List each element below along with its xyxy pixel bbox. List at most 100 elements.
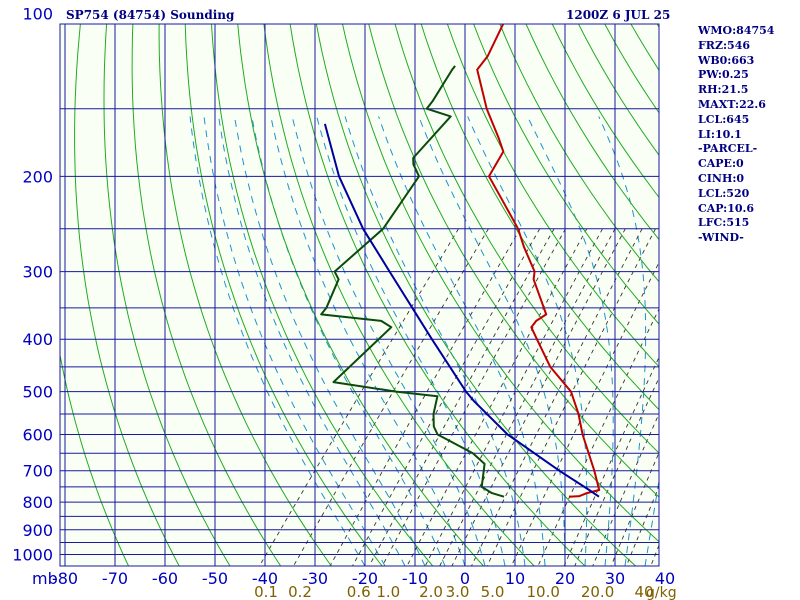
dry-adiabat <box>74 24 180 566</box>
dry-adiabat <box>263 24 535 566</box>
plot-border <box>59 23 660 567</box>
mixing-ratio-label: 5.0 <box>481 583 505 600</box>
dry-adiabat <box>499 24 659 283</box>
temperature-tick-label: 20 <box>555 569 575 588</box>
pressure-tick-label: 500 <box>22 383 53 402</box>
temperature-tick-label: -30 <box>302 569 328 588</box>
mixing-ratio-label: 0.1 <box>254 583 278 600</box>
index-item: -WIND- <box>698 231 744 245</box>
index-item: MAXT:22.6 <box>698 97 766 111</box>
dry-adiabat <box>446 24 659 368</box>
pressure-tick-label: 400 <box>22 330 53 349</box>
dry-adiabat <box>342 24 659 543</box>
pressure-tick-label: 100 <box>22 4 53 23</box>
dry-adiabat <box>793 0 800 577</box>
index-item: LCL:645 <box>698 112 750 126</box>
mixing-ratio-line <box>406 228 588 566</box>
dry-adiabat <box>184 24 383 566</box>
pressure-unit-label: mb <box>32 569 58 588</box>
moist-adiabat <box>527 116 614 566</box>
mixing-ratio-lines <box>259 228 659 566</box>
dry-adiabat <box>420 24 659 411</box>
mixing-ratio-line <box>574 376 659 566</box>
index-item: FRZ:546 <box>698 38 751 52</box>
dry-adiabat <box>60 352 130 566</box>
mixing-ratio-label: 40 <box>634 583 653 600</box>
mixing-ratio-line <box>471 228 643 566</box>
moist-adiabat <box>344 116 526 566</box>
mixing-ratio-label: 0.6 <box>347 583 371 600</box>
temperature-tick-label: -40 <box>252 569 278 588</box>
mixing-ratio-unit: g/kg <box>646 585 677 600</box>
index-item: WMO:84754 <box>698 24 775 37</box>
mixing-ratio-line <box>650 544 659 566</box>
isobar-lines <box>60 108 659 566</box>
index-item: PW:0.25 <box>698 68 749 82</box>
dry-adiabat <box>315 24 637 566</box>
temperature-tick-label: -10 <box>402 569 428 588</box>
pressure-tick-label: 200 <box>22 167 53 186</box>
dry-adiabat <box>394 24 659 454</box>
dry-adiabats <box>60 0 800 577</box>
mixing-ratio-line <box>625 485 659 566</box>
dry-adiabat <box>131 24 282 566</box>
mixing-ratio-line <box>329 228 521 566</box>
pressure-tick-label: 900 <box>22 521 53 540</box>
isotherm-lines <box>64 24 616 566</box>
mixing-ratio-label: 0.2 <box>288 583 312 600</box>
dry-adiabat <box>237 24 485 566</box>
mixing-ratio-label: 1.0 <box>376 583 400 600</box>
temperature-profile <box>476 24 601 498</box>
dry-adiabat <box>289 24 586 566</box>
mixing-ratio-line <box>610 451 659 566</box>
dry-adiabat <box>604 24 659 114</box>
mixing-ratio-line <box>486 228 656 566</box>
indices-panel: WMO:84754 FRZ:546 WB0:663 PW:0.25 RH:21.5 MAX… <box>698 24 774 246</box>
index-item: LCL:520 <box>698 186 750 200</box>
parcel-profile <box>323 123 600 498</box>
mixing-ratio-line <box>563 356 659 566</box>
mixing-ratio-label: 3.0 <box>446 583 470 600</box>
mixing-ratio-label: 20.0 <box>581 583 614 600</box>
moist-adiabat <box>418 116 566 566</box>
temperature-tick-label: -20 <box>352 569 378 588</box>
temperature-tick-label: -50 <box>202 569 228 588</box>
mixing-ratio-line <box>381 228 566 566</box>
moist-adiabat <box>598 116 647 566</box>
temperature-tick-label: 10 <box>505 569 525 588</box>
pressure-tick-labels: 100 200 300 400 500 600 700 800 900 1000 mb <box>12 4 57 588</box>
dewpoint-profile <box>320 65 505 498</box>
moist-adiabat <box>270 116 466 566</box>
dry-adiabat <box>577 24 659 156</box>
index-item: CAPE:0 <box>698 157 744 171</box>
index-item: -PARCEL- <box>698 142 758 156</box>
dry-adiabat <box>473 24 659 325</box>
dry-adiabat <box>551 24 659 199</box>
dry-adiabat <box>368 24 659 498</box>
temperature-tick-label: 40 <box>655 569 675 588</box>
temperature-tick-labels: -80 -70 -60 -50 -40 -30 -20 -10 0 10 20 30 40 <box>52 569 675 588</box>
mixing-ratio-line <box>352 228 541 566</box>
temperature-tick-label: -80 <box>52 569 78 588</box>
sounding-time: 1200Z 6 JUL 25 <box>566 8 671 22</box>
mixing-ratio-label: 10.0 <box>527 583 560 600</box>
index-item: CAP:10.6 <box>698 201 755 215</box>
mixing-ratio-line <box>510 261 659 566</box>
index-item: WB0:663 <box>698 53 755 67</box>
pressure-tick-label: 1000 <box>12 546 53 565</box>
mixing-ratio-label: 2.0 <box>419 583 443 600</box>
mixing-ratio-line <box>259 228 459 566</box>
moist-adiabat <box>467 116 588 566</box>
mixing-ratio-line <box>293 228 489 566</box>
pressure-tick-label: 300 <box>22 263 53 282</box>
temperature-tick-label: 30 <box>605 569 625 588</box>
mixing-ratio-labels: 0.1 0.2 0.6 1.0 2.0 3.0 5.0 10.0 20.0 40g/kg <box>254 583 676 600</box>
pressure-tick-label: 600 <box>22 425 53 444</box>
dry-adiabat <box>158 24 332 566</box>
pressure-tick-label: 700 <box>22 462 53 481</box>
mixing-ratio-line <box>537 308 659 566</box>
index-item: CINH:0 <box>698 171 745 185</box>
pressure-tick-label: 800 <box>22 493 53 512</box>
temperature-tick-label: -60 <box>152 569 178 588</box>
